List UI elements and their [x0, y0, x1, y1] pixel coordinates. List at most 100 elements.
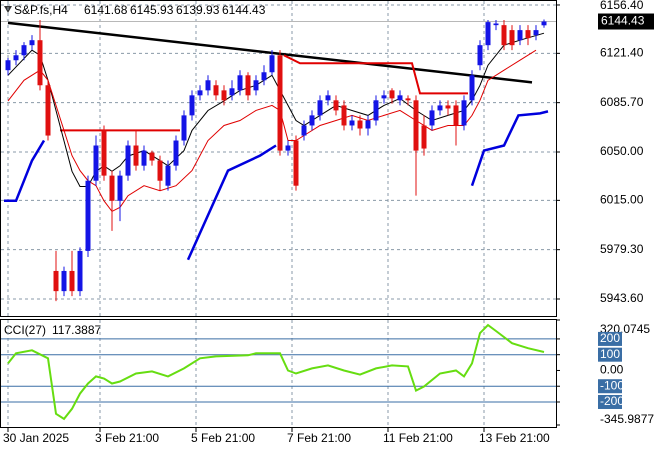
candle-body [13, 55, 19, 61]
candle-body [109, 175, 115, 201]
candle-body [381, 95, 387, 99]
candle-body [469, 75, 475, 101]
x-tick-label: 30 Jan 2025 [3, 431, 69, 445]
candle-body [333, 100, 339, 111]
candle-body [453, 105, 459, 126]
candle-body [205, 80, 211, 91]
line-series [7, 323, 545, 421]
candle-body [221, 90, 227, 101]
candle-body [317, 100, 323, 116]
candle-body [173, 140, 179, 166]
line-series [7, 49, 537, 213]
candle-body [157, 160, 163, 181]
candle-body [517, 30, 523, 41]
candle-body [533, 30, 539, 36]
candle-body [445, 105, 451, 109]
candle-body [237, 75, 243, 91]
candle-body [413, 100, 419, 151]
candle-body [269, 55, 275, 73]
y-tick-label: -200 [600, 394, 624, 408]
candle-body [301, 125, 307, 136]
candle-body [341, 105, 347, 126]
candle-body [501, 25, 507, 46]
candle-body [509, 30, 515, 46]
candle-body [373, 100, 379, 121]
y-tick-label: 6121.40 [600, 46, 644, 60]
candle-body [541, 21, 547, 26]
candle-body [405, 98, 411, 101]
indicator-frame [0, 319, 557, 428]
candle-body [141, 150, 147, 166]
x-tick-label: 5 Feb 21:00 [191, 431, 255, 445]
candle-body [77, 250, 83, 292]
candle-body [357, 120, 363, 129]
level-box [598, 379, 622, 394]
indicator-value: 117.3887 [52, 323, 101, 337]
candle-body [45, 85, 51, 136]
candle-body [61, 270, 67, 292]
candle-body [253, 80, 259, 91]
candle-body [309, 115, 315, 126]
candle-body [485, 22, 491, 46]
candle-body [5, 60, 11, 71]
main-frame [0, 0, 557, 317]
candle-body [189, 95, 195, 116]
level-box [598, 347, 622, 362]
y-tick-label: 6050.00 [600, 144, 644, 158]
candle-body [493, 23, 499, 26]
candle-body [53, 270, 59, 292]
candle-body [397, 95, 403, 101]
candle-body [21, 45, 27, 56]
y-tick-label: 6156.40 [600, 0, 644, 12]
candle-body [325, 95, 331, 101]
y-tick-label: -345.9877 [600, 412, 654, 426]
candle-body [197, 90, 203, 96]
y-tick-label: 6085.70 [600, 95, 644, 109]
candle-body [461, 100, 467, 126]
x-tick-label: 13 Feb 21:00 [479, 431, 550, 445]
candle-body [101, 130, 107, 176]
candle-body [525, 30, 531, 39]
candle-body [349, 120, 355, 126]
candle-body [285, 145, 291, 151]
candle-body [421, 125, 427, 149]
candle-body [429, 110, 435, 126]
candle-body [117, 175, 123, 201]
candle-body [477, 45, 483, 66]
candle-body [85, 180, 91, 251]
candle-body [261, 72, 267, 81]
x-tick-label: 7 Feb 21:00 [287, 431, 351, 445]
y-tick-label: 0.00 [600, 363, 624, 377]
y-tick-label: -100 [600, 378, 624, 392]
y-tick-label: 5979.30 [600, 242, 644, 256]
line-series [4, 110, 549, 261]
candle-body [165, 165, 171, 186]
symbol: S&P.fs,H4 [14, 3, 68, 17]
candle-body [437, 105, 443, 111]
candle-body [181, 115, 187, 141]
candle-body [365, 120, 371, 129]
indicator-title: CCI(27) [4, 323, 46, 337]
candle-body [29, 40, 35, 46]
candle-body [125, 145, 131, 176]
last-open: 6141.68 [84, 3, 128, 17]
level-box [598, 331, 622, 346]
line-series [60, 54, 468, 132]
last-close: 6144.43 [222, 3, 266, 17]
x-tick-label: 11 Feb 21:00 [383, 431, 453, 445]
candle-body [69, 270, 75, 292]
candle-body [293, 140, 299, 186]
last-low: 6139.93 [176, 3, 220, 17]
candle-body [389, 90, 395, 99]
candle-body [37, 40, 43, 86]
candle-body [149, 152, 155, 161]
price-box [598, 13, 654, 30]
x-tick-label: 3 Feb 21:00 [95, 431, 159, 445]
level-box [598, 394, 622, 409]
line-series [7, 21, 533, 84]
candle-body [133, 145, 139, 166]
last-high: 6145.93 [130, 3, 174, 17]
candle-body [229, 88, 235, 96]
